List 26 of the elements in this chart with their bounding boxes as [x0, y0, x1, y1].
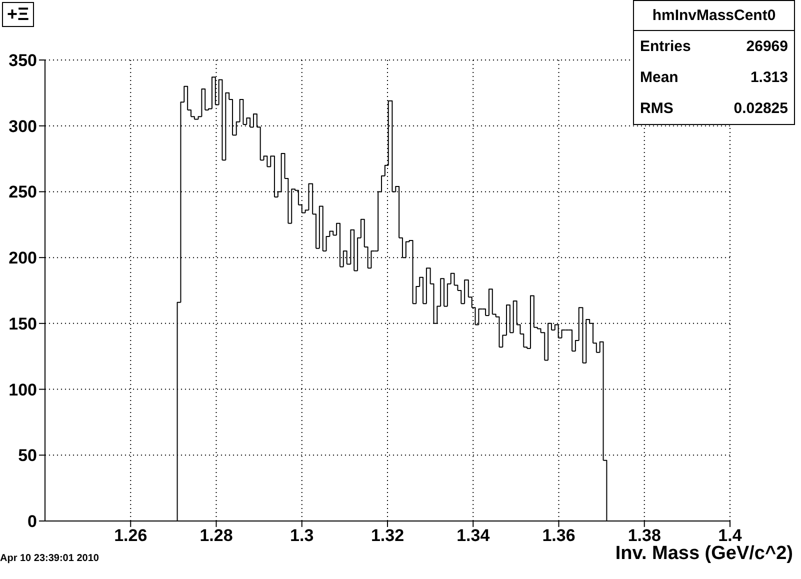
- y-tick-label: 150: [8, 314, 37, 334]
- text: 26969: [746, 38, 788, 55]
- x-tick-label: 1.26: [114, 526, 148, 546]
- x-tick-label: 1.38: [628, 526, 661, 546]
- y-tick-label: 0: [28, 512, 37, 532]
- y-tick-label: 300: [8, 116, 37, 136]
- text: 1.313: [750, 69, 788, 86]
- text: Apr 10 23:39:01 2010: [0, 553, 99, 564]
- annotation: Mean: [640, 69, 678, 86]
- y-tick-label: 50: [18, 446, 37, 466]
- text: Entries: [640, 38, 691, 55]
- y-tick-label: 100: [8, 380, 37, 400]
- y-tick-label: 350: [8, 51, 37, 70]
- x-tick-label: 1.4: [718, 526, 742, 546]
- text: hmInvMassCent0: [634, 1, 794, 31]
- x-tick-label: 1.36: [542, 526, 576, 546]
- annotation: RMS: [640, 100, 674, 117]
- x-axis-title: Inv. Mass (GeV/c^2): [615, 543, 793, 565]
- y-tick-label: 200: [8, 248, 37, 268]
- x-tick-label: 1.32: [370, 526, 404, 546]
- x-tick-label: 1.34: [456, 526, 490, 546]
- text: 0.02825: [734, 100, 788, 117]
- x-tick-label: 1.3: [290, 526, 314, 546]
- x-tick-label: 1.28: [200, 526, 233, 546]
- chart-title: +Ξ: [2, 2, 34, 27]
- y-tick-label: 250: [8, 182, 37, 202]
